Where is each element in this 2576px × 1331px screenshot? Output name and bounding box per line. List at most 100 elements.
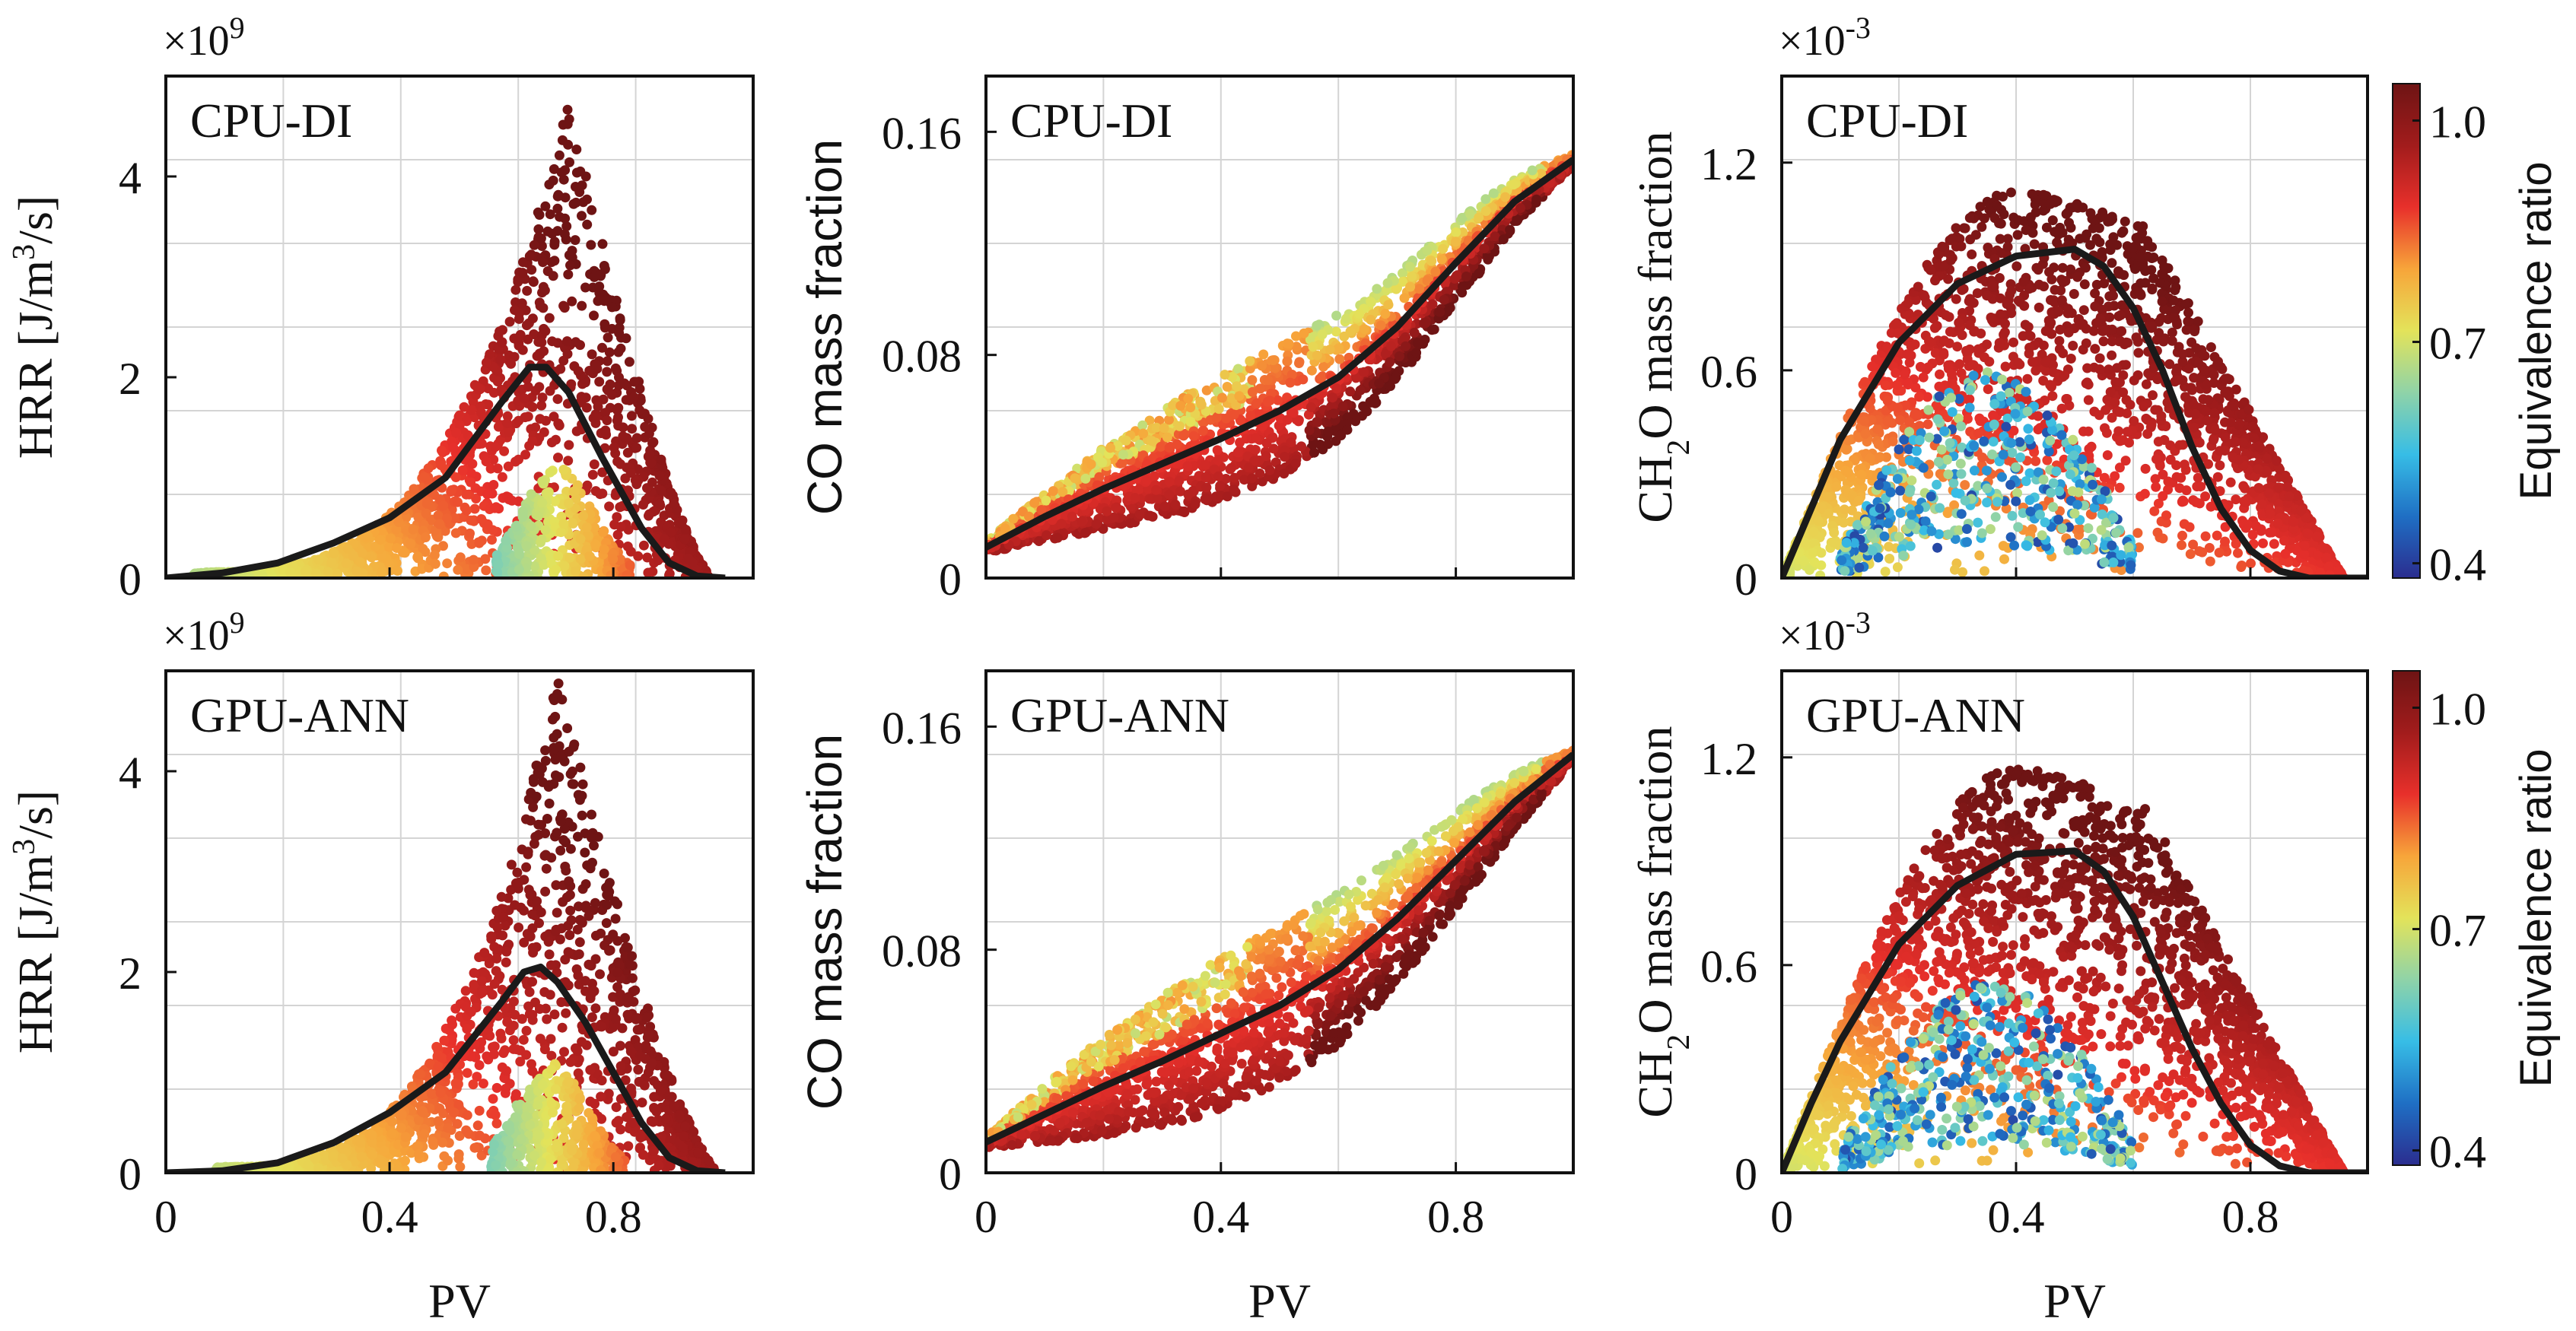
scatter-point (567, 518, 577, 528)
scatter-point (2125, 399, 2136, 410)
scatter-point (625, 468, 636, 478)
scatter-point (545, 209, 555, 220)
scatter-point (357, 548, 367, 558)
scatter-point (581, 402, 592, 413)
scatter-point (609, 442, 619, 453)
scatter-point (1151, 484, 1162, 495)
scatter-point (539, 560, 549, 570)
scatter-point (1117, 458, 1127, 469)
scatter-point (1505, 224, 1515, 235)
scatter-point (1159, 501, 1170, 512)
scatter-point (612, 512, 622, 523)
scatter-point (1168, 400, 1178, 411)
scatter-point (676, 518, 687, 529)
scatter-point (643, 567, 654, 578)
scatter-point (569, 486, 580, 497)
scatter-point (510, 522, 521, 532)
scatter-point (409, 484, 419, 494)
scatter-point (656, 485, 666, 496)
scatter-point (1067, 511, 1077, 522)
panel-label: CPU-DI (1010, 94, 1172, 148)
scatter-point (1164, 443, 1175, 453)
scatter-point (575, 166, 586, 176)
scatter-point (2209, 378, 2219, 388)
scatter-point (1413, 338, 1423, 348)
scatter-point (1299, 328, 1309, 338)
scatter-point (624, 357, 634, 367)
scatter-point (2066, 354, 2076, 364)
scatter-point (495, 326, 505, 337)
scatter-point (659, 534, 669, 545)
scatter-point (1183, 489, 1194, 500)
scatter-point (620, 433, 631, 443)
scatter-point (560, 213, 571, 224)
scatter-point (1243, 462, 1254, 473)
scatter-point (1034, 536, 1045, 546)
scatter-point (571, 337, 581, 348)
scatter-point (1222, 382, 1232, 392)
scatter-point (2054, 335, 2065, 346)
scatter-point (1451, 237, 1461, 247)
scatter-point (1398, 268, 1407, 278)
scatter-point (629, 376, 640, 387)
scatter-point (2029, 239, 2040, 249)
scatter-point (1150, 471, 1159, 481)
scatter-point (412, 551, 423, 562)
scatter-point (1188, 430, 1199, 441)
scatter-point (1531, 194, 1542, 205)
scatter-point (527, 436, 538, 446)
scatter-point (1111, 495, 1122, 506)
scatter-point (1190, 499, 1201, 510)
scatter-point (1144, 415, 1155, 426)
scatter-point (628, 392, 639, 402)
scatter-point (590, 486, 601, 497)
scatter-point (1201, 472, 1211, 483)
scatter-point (609, 519, 620, 530)
scatter-point (461, 505, 472, 516)
scatter-point (1308, 341, 1318, 352)
scatter-point (1296, 441, 1306, 452)
scatter-point (560, 192, 571, 203)
scatter-point (1914, 421, 1925, 431)
scatter-point (1442, 307, 1453, 317)
scatter-point (553, 418, 564, 429)
scatter-point (1247, 375, 1258, 386)
scatter-point (266, 570, 277, 578)
scatter-point (1331, 383, 1342, 394)
scatter-point (547, 336, 558, 347)
scatter-point (1401, 341, 1411, 351)
scatter-point (1479, 243, 1490, 254)
scatter-point (348, 551, 358, 561)
scatter-point (1145, 510, 1156, 521)
scatter-point (405, 538, 416, 549)
scatter-point (2205, 556, 2215, 567)
scatter-point (618, 422, 628, 433)
scatter-point (590, 523, 600, 533)
scatter-point (1391, 372, 1401, 383)
scatter-point (2083, 395, 2094, 405)
scatter-point (1334, 354, 1345, 364)
scatter-point (1263, 375, 1274, 386)
scatter-point (540, 201, 551, 211)
scatter-point (285, 567, 295, 578)
scatter-point (2112, 240, 2123, 250)
scatter-point (591, 360, 602, 370)
scatter-point (1213, 471, 1224, 481)
scatter-point (1024, 511, 1034, 522)
scatter-point (1164, 489, 1175, 500)
scatter-point (413, 512, 424, 523)
scatter-point (2164, 359, 2175, 370)
plot-frame (984, 75, 1575, 580)
scatter-point (1080, 473, 1091, 484)
scatter-point (669, 498, 679, 509)
scatter-point (442, 513, 453, 524)
scatter-point (1257, 361, 1267, 371)
scatter-point (587, 205, 597, 215)
scatter-point (1052, 532, 1063, 543)
scatter-point (646, 458, 657, 469)
scatter-point (1267, 355, 1278, 366)
scatter-point (355, 557, 365, 567)
scatter-point (1152, 493, 1162, 503)
scatter-point (1480, 206, 1491, 216)
scatter-point (2116, 565, 2126, 575)
